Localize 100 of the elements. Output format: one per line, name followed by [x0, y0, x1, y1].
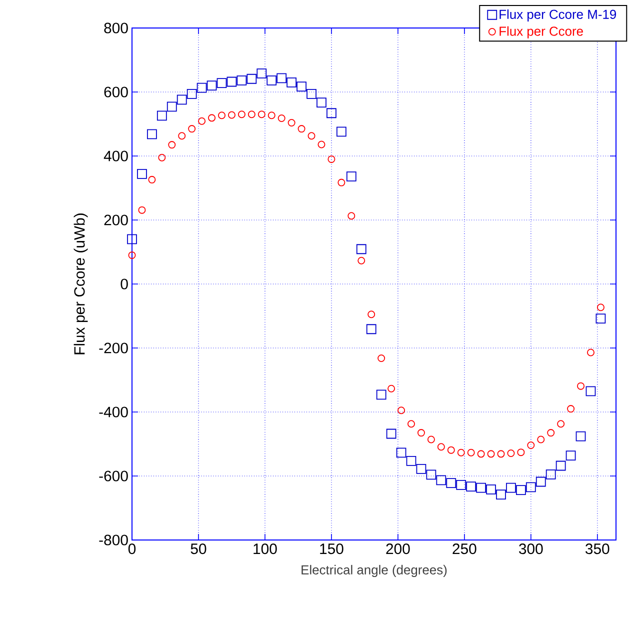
- legend-label: Flux per Ccore: [500, 26, 583, 38]
- point: [457, 448, 465, 456]
- x-tick-label: 200: [386, 544, 410, 554]
- y-tick-label: -400: [99, 406, 128, 418]
- point: [368, 310, 376, 318]
- point: [356, 244, 366, 254]
- point: [226, 76, 237, 87]
- x-tick-label: 350: [585, 544, 610, 554]
- point: [537, 436, 545, 444]
- point: [137, 168, 147, 179]
- y-tick-label: -800: [99, 534, 128, 546]
- point: [128, 251, 136, 259]
- point: [326, 108, 336, 118]
- point: [318, 140, 326, 148]
- point: [436, 475, 446, 486]
- point: [146, 129, 157, 140]
- legend-label: Flux per Ccore M-19: [500, 9, 616, 22]
- point: [497, 450, 505, 458]
- point: [467, 448, 475, 456]
- point: [198, 117, 206, 125]
- point: [308, 132, 316, 140]
- point: [246, 74, 257, 84]
- y-tick-label: -200: [99, 342, 128, 354]
- point: [547, 429, 555, 437]
- y-tick-label: 800: [104, 22, 128, 34]
- point: [378, 354, 386, 362]
- point: [218, 112, 226, 120]
- x-tick-label: 250: [452, 544, 476, 554]
- point: [446, 478, 456, 488]
- point: [168, 141, 176, 149]
- point: [556, 460, 566, 471]
- point: [406, 456, 416, 466]
- point: [158, 154, 166, 162]
- point: [407, 420, 415, 428]
- point: [358, 256, 366, 264]
- point: [396, 448, 406, 458]
- x-tick-label: 50: [190, 544, 206, 554]
- point: [236, 76, 247, 86]
- point: [586, 348, 594, 356]
- point: [566, 450, 576, 460]
- point: [138, 206, 146, 214]
- y-tick-label: 200: [104, 214, 128, 226]
- point: [336, 126, 346, 137]
- y-tick-label: 400: [104, 150, 128, 162]
- point: [127, 234, 137, 244]
- x-tick-label: 100: [254, 544, 277, 554]
- point: [178, 132, 186, 140]
- point: [427, 436, 435, 444]
- point: [536, 476, 546, 487]
- point: [388, 384, 396, 392]
- point: [206, 80, 217, 91]
- point: [176, 94, 187, 105]
- point: [476, 482, 486, 493]
- point: [288, 118, 296, 126]
- point: [148, 176, 156, 184]
- point: [256, 68, 267, 78]
- point: [328, 155, 336, 163]
- point: [577, 382, 585, 390]
- point: [338, 178, 346, 186]
- point: [447, 446, 455, 454]
- point: [487, 450, 495, 458]
- point: [466, 482, 476, 492]
- point: [416, 464, 426, 474]
- point: [166, 102, 177, 112]
- point: [526, 482, 536, 492]
- x-tick-label: 150: [320, 544, 344, 554]
- point: [266, 76, 277, 86]
- point: [286, 77, 297, 88]
- point: [507, 450, 515, 458]
- point: [596, 304, 604, 312]
- point: [316, 98, 326, 108]
- point: [567, 405, 575, 413]
- point: [258, 110, 266, 118]
- point: [196, 82, 207, 93]
- point: [456, 480, 466, 490]
- point: [596, 314, 606, 324]
- x-tick-label: 0: [128, 544, 136, 554]
- point: [348, 212, 356, 220]
- point: [346, 172, 356, 182]
- point: [486, 484, 496, 494]
- point: [417, 429, 425, 437]
- point: [296, 82, 306, 92]
- y-axis-title: Flux per Ccore (uWb): [74, 214, 88, 354]
- point: [516, 485, 526, 496]
- point: [506, 482, 516, 493]
- point: [546, 469, 556, 480]
- point: [248, 110, 256, 118]
- point: [477, 450, 485, 458]
- point: [216, 78, 227, 88]
- x-tick-label: 300: [519, 544, 543, 554]
- point: [576, 431, 586, 442]
- y-tick-label: 0: [120, 278, 128, 290]
- point: [208, 114, 216, 122]
- point: [496, 490, 506, 500]
- point: [557, 420, 565, 428]
- point: [228, 111, 236, 119]
- point: [437, 443, 445, 451]
- point: [188, 125, 196, 133]
- point: [386, 428, 396, 439]
- point: [186, 88, 197, 99]
